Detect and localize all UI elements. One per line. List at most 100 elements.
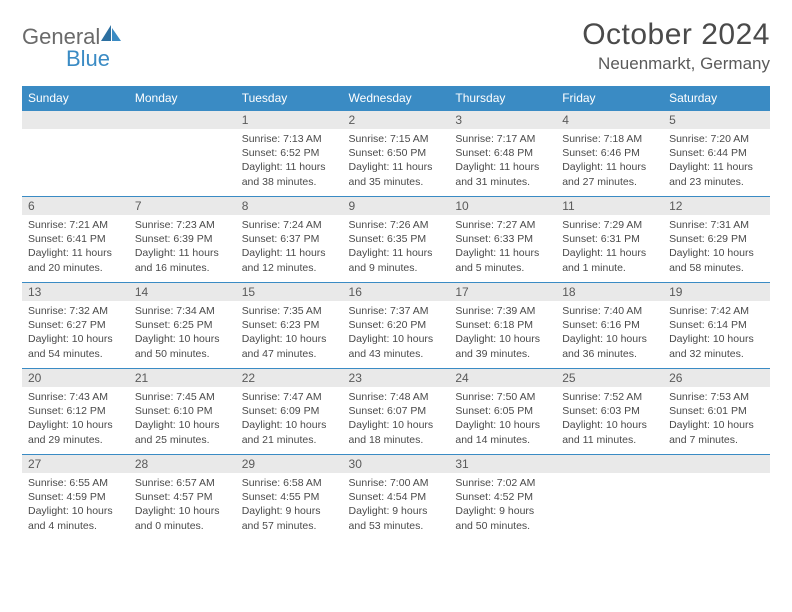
day-number: 14	[129, 283, 236, 301]
day-details: Sunrise: 7:00 AMSunset: 4:54 PMDaylight:…	[343, 473, 450, 537]
calendar-cell: 21Sunrise: 7:45 AMSunset: 6:10 PMDayligh…	[129, 369, 236, 455]
sunrise-text: Sunrise: 7:40 AM	[562, 304, 657, 318]
calendar-cell: 20Sunrise: 7:43 AMSunset: 6:12 PMDayligh…	[22, 369, 129, 455]
day-header: Saturday	[663, 86, 770, 111]
calendar-table: Sunday Monday Tuesday Wednesday Thursday…	[22, 86, 770, 541]
calendar-cell: 8Sunrise: 7:24 AMSunset: 6:37 PMDaylight…	[236, 197, 343, 283]
calendar-cell: 15Sunrise: 7:35 AMSunset: 6:23 PMDayligh…	[236, 283, 343, 369]
day-details: Sunrise: 7:23 AMSunset: 6:39 PMDaylight:…	[129, 215, 236, 279]
sunset-text: Sunset: 6:12 PM	[28, 404, 123, 418]
calendar-cell: 29Sunrise: 6:58 AMSunset: 4:55 PMDayligh…	[236, 455, 343, 541]
sunrise-text: Sunrise: 7:35 AM	[242, 304, 337, 318]
calendar-cell: 16Sunrise: 7:37 AMSunset: 6:20 PMDayligh…	[343, 283, 450, 369]
daylight-text: Daylight: 10 hours and 32 minutes.	[669, 332, 764, 360]
day-details: Sunrise: 7:02 AMSunset: 4:52 PMDaylight:…	[449, 473, 556, 537]
day-header: Monday	[129, 86, 236, 111]
sunrise-text: Sunrise: 7:18 AM	[562, 132, 657, 146]
day-details: Sunrise: 7:47 AMSunset: 6:09 PMDaylight:…	[236, 387, 343, 451]
sunset-text: Sunset: 6:23 PM	[242, 318, 337, 332]
daylight-text: Daylight: 10 hours and 50 minutes.	[135, 332, 230, 360]
sunrise-text: Sunrise: 7:23 AM	[135, 218, 230, 232]
day-details: Sunrise: 6:55 AMSunset: 4:59 PMDaylight:…	[22, 473, 129, 537]
sunrise-text: Sunrise: 6:55 AM	[28, 476, 123, 490]
day-details: Sunrise: 7:45 AMSunset: 6:10 PMDaylight:…	[129, 387, 236, 451]
calendar-cell: 18Sunrise: 7:40 AMSunset: 6:16 PMDayligh…	[556, 283, 663, 369]
day-number: 30	[343, 455, 450, 473]
calendar-cell: 9Sunrise: 7:26 AMSunset: 6:35 PMDaylight…	[343, 197, 450, 283]
calendar-cell	[556, 455, 663, 541]
day-details: Sunrise: 7:40 AMSunset: 6:16 PMDaylight:…	[556, 301, 663, 365]
day-details: Sunrise: 7:32 AMSunset: 6:27 PMDaylight:…	[22, 301, 129, 365]
day-number: 6	[22, 197, 129, 215]
daylight-text: Daylight: 11 hours and 38 minutes.	[242, 160, 337, 188]
sunset-text: Sunset: 4:57 PM	[135, 490, 230, 504]
day-details: Sunrise: 7:18 AMSunset: 6:46 PMDaylight:…	[556, 129, 663, 193]
sunrise-text: Sunrise: 7:37 AM	[349, 304, 444, 318]
day-details: Sunrise: 7:31 AMSunset: 6:29 PMDaylight:…	[663, 215, 770, 279]
daylight-text: Daylight: 11 hours and 5 minutes.	[455, 246, 550, 274]
day-number: 12	[663, 197, 770, 215]
calendar-cell: 2Sunrise: 7:15 AMSunset: 6:50 PMDaylight…	[343, 111, 450, 197]
calendar-week-row: 27Sunrise: 6:55 AMSunset: 4:59 PMDayligh…	[22, 455, 770, 541]
day-number	[129, 111, 236, 129]
daylight-text: Daylight: 10 hours and 54 minutes.	[28, 332, 123, 360]
daylight-text: Daylight: 10 hours and 14 minutes.	[455, 418, 550, 446]
daylight-text: Daylight: 9 hours and 50 minutes.	[455, 504, 550, 532]
day-number: 11	[556, 197, 663, 215]
sunrise-text: Sunrise: 7:53 AM	[669, 390, 764, 404]
day-number: 17	[449, 283, 556, 301]
sunrise-text: Sunrise: 6:57 AM	[135, 476, 230, 490]
day-header: Sunday	[22, 86, 129, 111]
sunrise-text: Sunrise: 7:20 AM	[669, 132, 764, 146]
day-number: 21	[129, 369, 236, 387]
calendar-cell	[129, 111, 236, 197]
daylight-text: Daylight: 10 hours and 43 minutes.	[349, 332, 444, 360]
calendar-week-row: 1Sunrise: 7:13 AMSunset: 6:52 PMDaylight…	[22, 111, 770, 197]
sunrise-text: Sunrise: 7:26 AM	[349, 218, 444, 232]
day-number: 9	[343, 197, 450, 215]
calendar-cell: 26Sunrise: 7:53 AMSunset: 6:01 PMDayligh…	[663, 369, 770, 455]
day-details: Sunrise: 7:48 AMSunset: 6:07 PMDaylight:…	[343, 387, 450, 451]
day-number	[556, 455, 663, 473]
sunset-text: Sunset: 6:35 PM	[349, 232, 444, 246]
day-number: 31	[449, 455, 556, 473]
sunrise-text: Sunrise: 7:02 AM	[455, 476, 550, 490]
sunset-text: Sunset: 4:55 PM	[242, 490, 337, 504]
sunrise-text: Sunrise: 7:27 AM	[455, 218, 550, 232]
day-number: 27	[22, 455, 129, 473]
day-number: 20	[22, 369, 129, 387]
sunrise-text: Sunrise: 7:13 AM	[242, 132, 337, 146]
day-details: Sunrise: 7:29 AMSunset: 6:31 PMDaylight:…	[556, 215, 663, 279]
day-number: 24	[449, 369, 556, 387]
day-details: Sunrise: 7:13 AMSunset: 6:52 PMDaylight:…	[236, 129, 343, 193]
sunset-text: Sunset: 4:52 PM	[455, 490, 550, 504]
day-details: Sunrise: 7:15 AMSunset: 6:50 PMDaylight:…	[343, 129, 450, 193]
calendar-cell: 28Sunrise: 6:57 AMSunset: 4:57 PMDayligh…	[129, 455, 236, 541]
calendar-cell: 3Sunrise: 7:17 AMSunset: 6:48 PMDaylight…	[449, 111, 556, 197]
calendar-cell: 5Sunrise: 7:20 AMSunset: 6:44 PMDaylight…	[663, 111, 770, 197]
day-number: 4	[556, 111, 663, 129]
day-header: Tuesday	[236, 86, 343, 111]
daylight-text: Daylight: 10 hours and 0 minutes.	[135, 504, 230, 532]
calendar-week-row: 20Sunrise: 7:43 AMSunset: 6:12 PMDayligh…	[22, 369, 770, 455]
day-details: Sunrise: 7:26 AMSunset: 6:35 PMDaylight:…	[343, 215, 450, 279]
day-number: 10	[449, 197, 556, 215]
day-details: Sunrise: 7:39 AMSunset: 6:18 PMDaylight:…	[449, 301, 556, 365]
sunset-text: Sunset: 6:31 PM	[562, 232, 657, 246]
daylight-text: Daylight: 10 hours and 21 minutes.	[242, 418, 337, 446]
daylight-text: Daylight: 10 hours and 25 minutes.	[135, 418, 230, 446]
calendar-cell: 6Sunrise: 7:21 AMSunset: 6:41 PMDaylight…	[22, 197, 129, 283]
sunset-text: Sunset: 6:03 PM	[562, 404, 657, 418]
sunset-text: Sunset: 6:07 PM	[349, 404, 444, 418]
day-details: Sunrise: 7:17 AMSunset: 6:48 PMDaylight:…	[449, 129, 556, 193]
daylight-text: Daylight: 10 hours and 36 minutes.	[562, 332, 657, 360]
day-details: Sunrise: 7:52 AMSunset: 6:03 PMDaylight:…	[556, 387, 663, 451]
sunset-text: Sunset: 6:39 PM	[135, 232, 230, 246]
sunrise-text: Sunrise: 7:17 AM	[455, 132, 550, 146]
day-number: 2	[343, 111, 450, 129]
sunrise-text: Sunrise: 7:32 AM	[28, 304, 123, 318]
daylight-text: Daylight: 11 hours and 12 minutes.	[242, 246, 337, 274]
calendar-cell: 13Sunrise: 7:32 AMSunset: 6:27 PMDayligh…	[22, 283, 129, 369]
daylight-text: Daylight: 11 hours and 27 minutes.	[562, 160, 657, 188]
day-number: 26	[663, 369, 770, 387]
